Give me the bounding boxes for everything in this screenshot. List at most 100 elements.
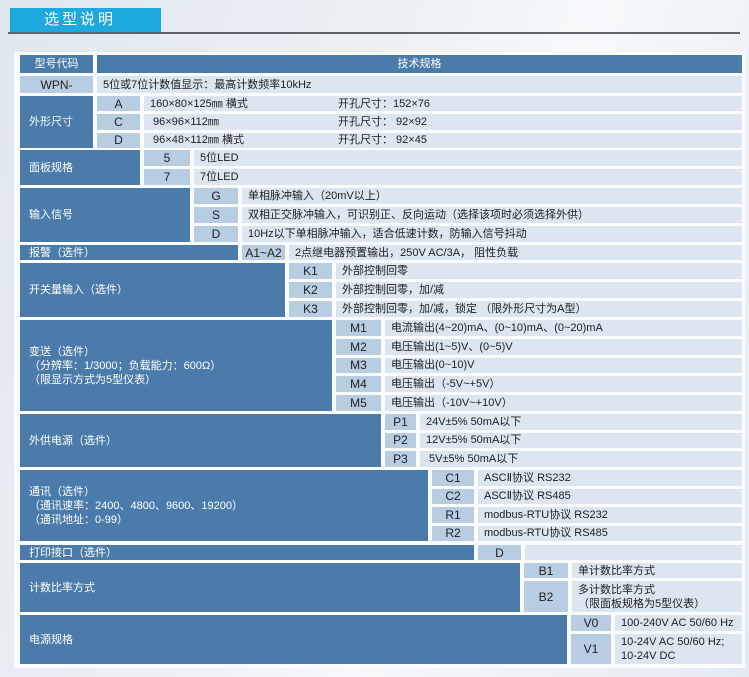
group-label-line: 计数比率方式 [29, 581, 95, 594]
group-label-line: 开关量输入（选件） [29, 284, 128, 296]
option-description-text: 电流输出(4~20)mA、(0~10)mA、(0~20)mA [391, 321, 603, 334]
group-label-line: 打印接口（选件） [29, 546, 117, 559]
header-code-column: 型号代码 [20, 55, 93, 73]
option-description-line: 10-24V AC 50/60 Hz; [621, 636, 725, 648]
option-code: M4 [336, 376, 381, 393]
group-label-line: 输入信号 [29, 209, 73, 221]
option-description-text: 外部控制回零，加/减 [342, 284, 445, 296]
option-code: D [194, 226, 238, 242]
option-code: P3 [385, 451, 416, 467]
option-description-line: 多计数比率方式 [578, 583, 655, 596]
option-description: 单计数比率方式 [572, 563, 742, 578]
option-description: 5V±5% 50mA以下 [420, 451, 742, 467]
option-code: D [97, 132, 140, 148]
option-code: 5 [144, 150, 190, 166]
option-code: C2 [432, 488, 474, 504]
option-code: P1 [385, 414, 416, 430]
option-description-text: 7位LED [200, 171, 239, 183]
cutout-size: 开孔尺寸： 92×92 [338, 115, 427, 128]
option-description: 外部控制回零，加/减，锁定 （限外形尺寸为A型） [336, 301, 742, 317]
group-label: 开关量输入（选件） [20, 263, 285, 317]
option-code: K1 [289, 263, 332, 279]
option-code: K3 [289, 301, 332, 317]
group-label-line: 外形尺寸 [29, 116, 73, 128]
section-title: 选型说明 [10, 8, 161, 32]
option-description: 96×48×112㎜ 横式 开孔尺寸： 92×45 [144, 132, 742, 148]
option-description: modbus-RTU协议 RS485 [478, 525, 742, 541]
option-code: V0 [571, 615, 611, 631]
option-description: 24V±5% 50mA以下 [420, 414, 742, 430]
option-description: 10Hz以下单相脉冲输入，适合低速计数，防输入信号抖动 [242, 226, 742, 242]
option-description-text: 24V±5% 50mA以下 [426, 415, 522, 428]
group-label-line: 面板规格 [29, 161, 73, 174]
option-description: 电压输出(1~5)V、(0~5)V [385, 338, 742, 355]
option-description: 外部控制回零 [336, 263, 742, 279]
option-code: K2 [289, 282, 332, 298]
option-code: C1 [432, 470, 474, 486]
option-description-text: 单计数比率方式 [578, 564, 655, 577]
option-code: A [97, 96, 140, 112]
option-description-text: ASCⅡ协议 RS232 [484, 471, 571, 484]
title-divider [8, 32, 740, 34]
option-description-text: 外部控制回零 [342, 265, 408, 277]
group-label-line: （分辨率：1/3000；负载能力：600Ω） [29, 359, 222, 372]
option-description-text: ASCⅡ协议 RS485 [484, 490, 571, 503]
option-code: B1 [524, 563, 568, 578]
model-code: WPN- [20, 76, 93, 93]
option-description-text: 电压输出(0~10)V [391, 359, 475, 372]
group-label: 计数比率方式 [20, 563, 520, 612]
option-code: V1 [571, 634, 611, 664]
option-description-text: 160×80×125㎜ 横式 [150, 97, 248, 110]
option-description: 96×96×112㎜ 开孔尺寸： 92×92 [144, 114, 742, 130]
group-label: 电源规格 [20, 615, 567, 664]
option-description: 160×80×125㎜ 横式 开孔尺寸：152×76 [144, 96, 742, 112]
option-description: 10-24V AC 50/60 Hz; 10-24V DC [615, 634, 742, 664]
cutout-size: 开孔尺寸： 92×45 [338, 134, 427, 147]
option-description-text: 电压输出（-5V~+5V） [391, 378, 501, 391]
option-description: modbus-RTU协议 RS232 [478, 507, 742, 523]
option-description: 外部控制回零，加/减 [336, 282, 742, 298]
group-label: 打印接口（选件） [20, 545, 474, 560]
option-description: 7位LED [194, 169, 742, 185]
option-description-text: modbus-RTU协议 RS232 [484, 508, 608, 521]
option-description-line: （限面板规格为5型仪表） [578, 597, 706, 610]
option-code: M5 [336, 395, 381, 411]
option-description: 电压输出（-10V~+10V） [385, 395, 742, 411]
group-label-line: （通讯速率：2400、4800、9600、19200） [29, 499, 243, 512]
option-description: 2点继电器预置输出，250V AC/3A， 阻性负载 [289, 245, 742, 260]
option-code: C [97, 114, 140, 130]
option-description: 电压输出（-5V~+5V） [385, 376, 742, 393]
group-label: 通讯（选件） （通讯速率：2400、4800、9600、19200） （通讯地址：0… [20, 470, 428, 541]
option-description: 12V±5% 50mA以下 [420, 432, 742, 449]
option-description-text: 5V±5% 50mA以下 [426, 453, 519, 466]
option-description: 电流输出(4~20)mA、(0~10)mA、(0~20)mA [385, 320, 742, 336]
option-description-text: modbus-RTU协议 RS485 [484, 527, 608, 540]
cutout-size: 开孔尺寸：152×76 [338, 97, 431, 110]
option-description: 多计数比率方式 （限面板规格为5型仪表） [572, 581, 742, 612]
option-description: 5位LED [194, 150, 742, 166]
option-code: S [194, 207, 238, 223]
group-label-line: 外供电源（选件） [29, 434, 117, 447]
option-description-text: 电压输出(1~5)V、(0~5)V [391, 340, 513, 353]
option-code: B2 [524, 581, 568, 612]
option-description: 电压输出(0~10)V [385, 357, 742, 374]
option-code: 7 [144, 169, 190, 185]
option-description-text: 双相正交脉冲输入，可识别正、反向运动（选择该项时必须选择外供） [248, 209, 589, 221]
option-code: A1~A2 [242, 245, 285, 260]
option-description-text: 单相脉冲输入（20mV以上） [248, 190, 387, 202]
option-description-text: 10Hz以下单相脉冲输入，适合低速计数，防输入信号抖动 [248, 228, 527, 240]
option-description: ASCⅡ协议 RS232 [478, 470, 742, 486]
group-label-line: 电源规格 [29, 633, 73, 646]
option-description: 双相正交脉冲输入，可识别正、反向运动（选择该项时必须选择外供） [242, 207, 742, 223]
group-label-line: （限显示方式为5型仪表） [29, 373, 157, 386]
option-code: G [194, 188, 238, 204]
group-label: 外供电源（选件） [20, 414, 381, 467]
group-label-line: 报警（选件） [29, 246, 95, 259]
group-label: 变送（选件） （分辨率：1/3000；负载能力：600Ω） （限显示方式为5型仪表） [20, 320, 332, 411]
option-description-text: 外部控制回零，加/减，锁定 （限外形尺寸为A型） [342, 303, 587, 315]
option-description-text: 5位LED [200, 152, 239, 164]
option-code: M2 [336, 338, 381, 355]
header-spec-column: 技术规格 [97, 55, 742, 73]
option-code: D [478, 545, 521, 560]
group-label: 外形尺寸 [20, 96, 93, 148]
